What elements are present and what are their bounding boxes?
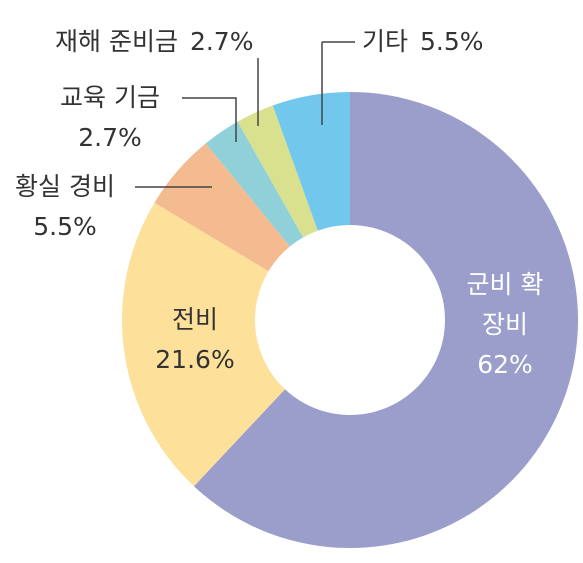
slice-label: 전비 21.6%	[145, 300, 245, 380]
value-label: 21.6%	[155, 345, 235, 374]
category-label: 기타	[362, 27, 409, 56]
category-label: 군비 확장비	[466, 270, 544, 339]
leader-lines	[135, 41, 355, 188]
slice-label: 군비 확장비 62%	[460, 265, 550, 385]
slice	[272, 92, 350, 231]
leader-line	[182, 97, 237, 142]
value-label: 5.5%	[420, 27, 484, 56]
value-label: 5.5%	[33, 212, 97, 241]
slice	[193, 92, 578, 548]
slice-label: 교육 기금 2.7%	[40, 78, 180, 158]
value-label: 2.7%	[78, 123, 142, 152]
value-label: 2.7%	[189, 27, 254, 56]
slice	[122, 202, 285, 487]
category-label: 황실 경비	[15, 172, 115, 201]
category-label: 교육 기금	[60, 83, 160, 112]
category-label: 전비	[171, 305, 218, 334]
category-label: 재해 준비금	[55, 27, 178, 56]
slice-label: 황실 경비 5.5%	[0, 167, 130, 247]
slice-label: 재해 준비금 2.7%	[55, 22, 315, 62]
slice-label: 기타 5.5%	[362, 22, 522, 62]
slice	[237, 105, 318, 238]
value-label: 62%	[477, 350, 533, 379]
slice	[154, 143, 290, 272]
slice	[205, 121, 304, 247]
